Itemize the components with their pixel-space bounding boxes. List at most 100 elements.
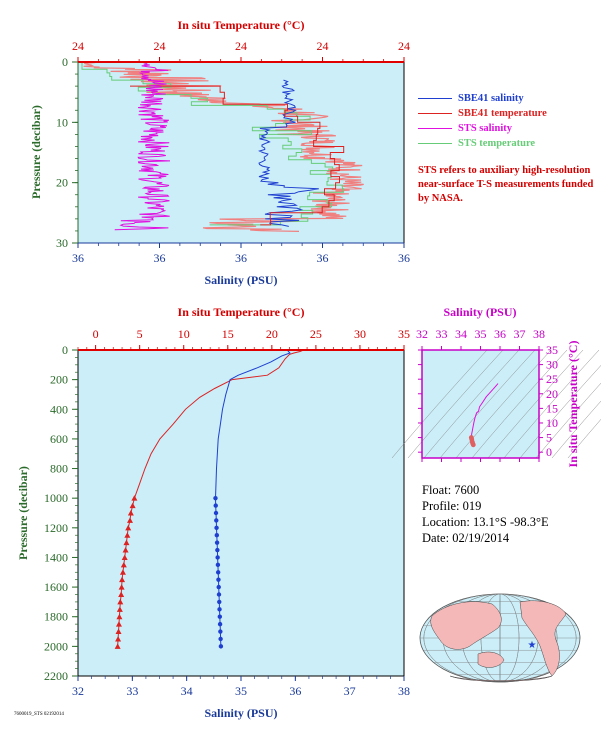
world-map: ★ (419, 593, 581, 683)
sts-salinity-trace (114, 62, 171, 231)
temperature-point (115, 635, 122, 642)
density-contour (391, 349, 488, 459)
full-profile-y-axis-label: Pressure (decibar) (16, 466, 30, 560)
map-meridian (423, 593, 577, 683)
temp-tick-label: 25 (310, 327, 322, 341)
sbe41-salinity-trace (258, 79, 319, 227)
x-tick-label: 36 (398, 251, 410, 265)
full-profile-plot-area (78, 350, 404, 676)
legend: SBE41 salinity SBE41 temperature STS sal… (418, 91, 547, 151)
temperature-point (129, 502, 136, 509)
salinity-point (218, 629, 223, 634)
full-profile-ticks: 0200400600800100012001400160018002000220… (44, 327, 410, 698)
sal-tick-label: 33 (126, 684, 138, 698)
legend-item-sts-salinity: STS salinity (418, 121, 547, 136)
density-contour (519, 364, 601, 459)
salinity-point (215, 562, 221, 568)
temperature-point (120, 561, 127, 568)
x-tick-label: 36 (317, 251, 329, 265)
y-tick-label: 0 (62, 343, 68, 357)
float-position-marker: ★ (528, 640, 537, 651)
legend-item-sbe41-temperature: SBE41 temperature (418, 106, 547, 121)
temperature-point (123, 539, 130, 546)
sal-tick-label: 35 (235, 684, 247, 698)
temp-tick-label: 10 (178, 327, 190, 341)
sal-tick-label: 32 (72, 684, 84, 698)
density-contour (567, 418, 601, 459)
ts-right-axis-label: In situ Temperature (°C) (566, 341, 580, 468)
date: Date: 02/19/2014 (422, 531, 510, 545)
profile-number: Profile: 019 (422, 499, 482, 513)
salinity-point (217, 621, 223, 627)
ts-plot-area (422, 350, 539, 458)
legend-swatch (418, 128, 452, 129)
near-surface-y-axis-label: Pressure (decibar) (29, 105, 43, 199)
y-tick-label: 1200 (44, 521, 68, 535)
temperature-point (131, 495, 138, 501)
ts-sal-tick-label: 36 (494, 327, 506, 341)
y-tick-label: 2200 (44, 669, 68, 683)
map-land-americas (519, 600, 567, 677)
ts-sal-tick-label: 32 (416, 327, 428, 341)
y-tick-label: 1000 (44, 491, 68, 505)
salinity-point (215, 547, 220, 553)
temperature-point (125, 524, 132, 531)
legend-item-sbe41-salinity: SBE41 salinity (418, 91, 547, 106)
legend-swatch (418, 98, 452, 99)
top-tick-label: 24 (398, 39, 410, 53)
salinity-point (215, 555, 220, 560)
float-id: Float: 7600 (422, 483, 480, 497)
y-tick-label: 20 (56, 176, 68, 190)
y-tick-label: 600 (50, 432, 68, 446)
temp-tick-label: 35 (398, 327, 410, 341)
temperature-point (127, 510, 134, 516)
y-tick-label: 1600 (44, 580, 68, 594)
legend-note: STS refers to auxiliary high-resolution … (418, 165, 594, 204)
full-profile-traces (114, 349, 304, 649)
top-tick-label: 24 (72, 39, 84, 53)
temperature-point (126, 517, 133, 523)
legend-label: SBE41 salinity (458, 93, 524, 104)
legend-item-sts-temperature: STS temperature (418, 136, 547, 151)
ts-sal-tick-label: 37 (514, 327, 526, 341)
legend-label: SBE41 temperature (458, 108, 547, 119)
ts-temp-tick-label: 25 (546, 372, 558, 386)
salinity-point (214, 518, 219, 523)
ts-temp-tick-label: 5 (546, 431, 552, 445)
ts-traces (391, 349, 601, 459)
ts-sal-tick-label: 34 (455, 327, 467, 341)
x-tick-label: 36 (154, 251, 166, 265)
salinity-point (218, 644, 224, 649)
salinity-point (213, 510, 219, 516)
temperature-point (115, 621, 122, 627)
temperature-point (116, 606, 123, 612)
legend-label: STS temperature (458, 138, 536, 149)
temperature-point (124, 532, 131, 538)
ts-top-axis-label: Salinity (PSU) (443, 305, 516, 319)
map-land-antarctica (449, 675, 553, 682)
full-profile-x-axis-label: Salinity (PSU) (204, 706, 277, 720)
near-surface-x-axis-label: Salinity (PSU) (204, 273, 277, 287)
y-tick-label: 1400 (44, 550, 68, 564)
temperature-point (115, 628, 122, 635)
map-land-asia (430, 601, 502, 650)
salinity-point (213, 503, 218, 508)
x-tick-label: 36 (72, 251, 84, 265)
salinity-point (216, 577, 221, 582)
ts-sal-tick-label: 35 (475, 327, 487, 341)
footer-code: 7600019_STS 02192014 (14, 712, 64, 717)
legend-swatch (418, 143, 452, 144)
density-contour (423, 349, 520, 459)
temp-tick-label: 5 (137, 327, 143, 341)
salinity-point (216, 584, 221, 590)
ts-temp-tick-label: 15 (546, 401, 558, 415)
salinity-point (218, 636, 223, 642)
top-tick-label: 24 (317, 39, 329, 53)
full-profile-top-axis-label: In situ Temperature (°C) (178, 305, 305, 319)
temp-tick-label: 20 (266, 327, 278, 341)
y-tick-label: 1800 (44, 610, 68, 624)
salinity-point (214, 525, 219, 531)
ts-sal-tick-label: 33 (436, 327, 448, 341)
top-tick-label: 24 (235, 39, 247, 53)
